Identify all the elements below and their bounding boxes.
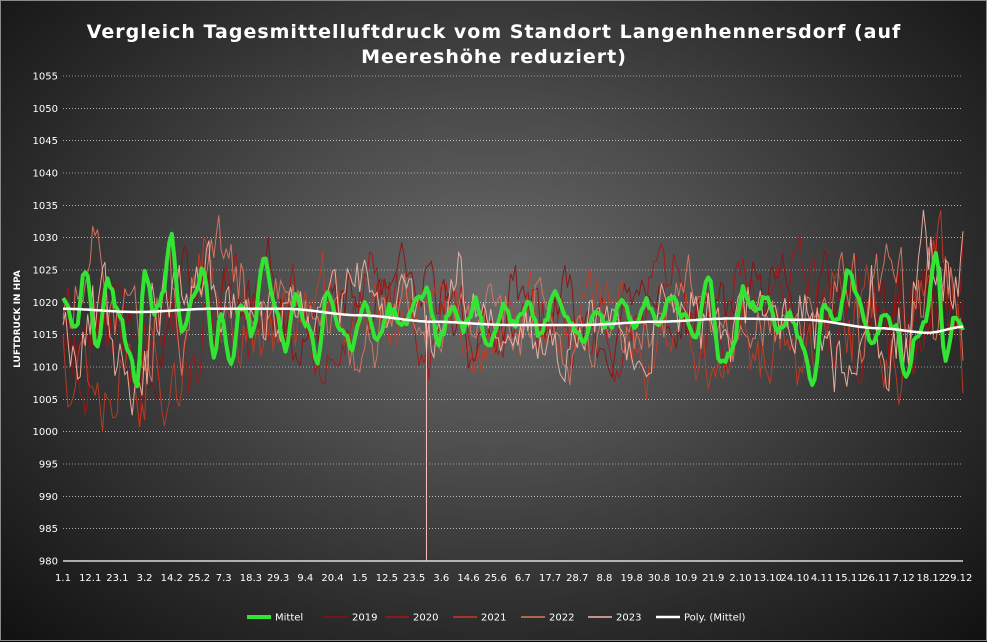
x-tick-labels: 1.1 12.1 23.1 3.2 14.2 25.2 7.3 18.3 29.3 9.4 20.4… <box>55 573 972 584</box>
x-tick-label: 17.7 <box>539 573 561 584</box>
x-tick-label: 23.5 <box>403 573 425 584</box>
x-tick-label: 10.9 <box>675 573 697 584</box>
y-tick-label: 1040 <box>33 169 58 180</box>
x-tick-label: 25.6 <box>485 573 507 584</box>
y-tick-label: 1010 <box>33 363 58 374</box>
y-tick-label: 1015 <box>33 330 58 341</box>
x-tick-label: 23.1 <box>106 573 128 584</box>
grid-layer <box>63 75 963 562</box>
x-tick-label: 9.4 <box>297 573 313 584</box>
x-tick-label: 1.1 <box>55 573 71 584</box>
y-tick-label: 1055 <box>33 72 58 83</box>
x-tick-label: 24.10 <box>781 573 810 584</box>
x-tick-label: 3.2 <box>137 573 153 584</box>
x-tick-label: 18.3 <box>240 573 262 584</box>
y-tick-label: 1025 <box>33 266 58 277</box>
x-tick-label: 7.3 <box>216 573 232 584</box>
legend-label: Mittel <box>275 613 303 624</box>
y-tick-labels: 980 985 990 995 1000 1005 1010 1015 1020 1025 1030… <box>33 72 58 568</box>
x-tick-label: 8.8 <box>597 573 613 584</box>
x-tick-label: 26.11 <box>862 573 891 584</box>
x-tick-label: 12.1 <box>79 573 101 584</box>
legend-label: 2023 <box>616 613 641 624</box>
x-tick-label: 4.11 <box>811 573 833 584</box>
x-tick-label: 3.6 <box>433 573 449 584</box>
x-tick-label: 13.10 <box>753 573 782 584</box>
legend-label: 2022 <box>549 613 574 624</box>
y-tick-label: 1050 <box>33 104 58 115</box>
chart-title-line-1: Vergleich Tagesmittelluftdruck vom Stand… <box>87 21 902 43</box>
y-tick-label: 980 <box>39 557 58 568</box>
series-line-2020 <box>62 232 964 431</box>
x-tick-label: 15.11 <box>835 573 864 584</box>
y-tick-label: 995 <box>39 460 58 471</box>
y-tick-label: 1000 <box>33 427 58 438</box>
y-tick-label: 1035 <box>33 201 58 212</box>
y-tick-label: 1030 <box>33 233 58 244</box>
y-axis-label: LUFTDRUCK IN HPA <box>13 270 23 368</box>
x-tick-label: 29.12 <box>944 573 973 584</box>
x-tick-label: 1.5 <box>352 573 368 584</box>
legend-label: 2021 <box>481 613 506 624</box>
x-tick-label: 14.2 <box>161 573 183 584</box>
series-line-2021 <box>62 210 964 432</box>
x-tick-label: 14.6 <box>457 573 479 584</box>
legend: Mittel 2019 2020 2021 2022 2023 Poly. (Mittel) <box>247 613 746 624</box>
x-tick-label: 28.7 <box>566 573 588 584</box>
x-tick-label: 6.7 <box>515 573 531 584</box>
series-layer <box>61 209 965 432</box>
legend-label: Poly. (Mittel) <box>684 613 746 624</box>
chart-title: Vergleich Tagesmittelluftdruck vom Stand… <box>87 21 902 68</box>
y-tick-label: 1020 <box>33 298 58 309</box>
x-tick-label: 18.12 <box>917 573 946 584</box>
x-tick-label: 30.8 <box>648 573 670 584</box>
series-line-2023 <box>62 209 964 416</box>
series-line-mittel <box>61 231 965 389</box>
y-tick-label: 1045 <box>33 136 58 147</box>
y-tick-label: 985 <box>39 524 58 535</box>
legend-label: 2020 <box>413 613 438 624</box>
x-tick-label: 21.9 <box>702 573 724 584</box>
x-tick-label: 12.5 <box>376 573 398 584</box>
legend-label: 2019 <box>352 613 377 624</box>
y-tick-label: 990 <box>39 492 58 503</box>
y-tick-label: 1005 <box>33 395 58 406</box>
x-tick-label: 25.2 <box>188 573 210 584</box>
x-tick-label: 7.12 <box>893 573 915 584</box>
x-tick-label: 2.10 <box>729 573 751 584</box>
series-line-2022 <box>62 215 964 386</box>
x-tick-label: 20.4 <box>321 573 343 584</box>
chart-title-line-2: Meereshöhe reduziert) <box>361 46 627 68</box>
series-line-poly-mittel <box>63 307 964 334</box>
x-tick-label: 29.3 <box>267 573 289 584</box>
x-tick-label: 19.8 <box>621 573 643 584</box>
